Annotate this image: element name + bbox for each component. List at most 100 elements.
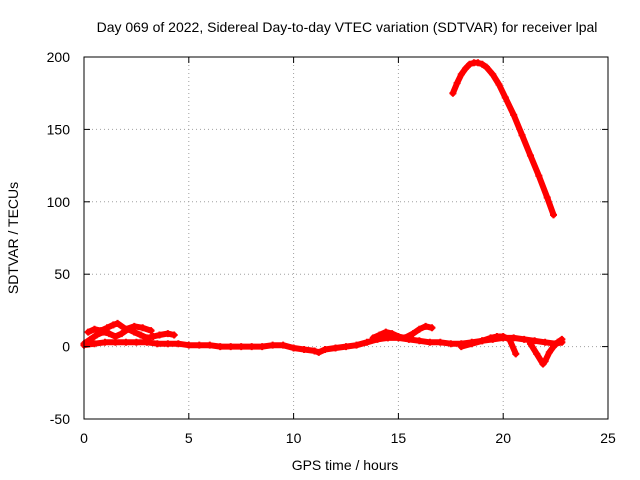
data-point [269, 341, 277, 349]
data-point [550, 343, 558, 351]
data-point [118, 330, 126, 338]
y-tick-label: -50 [50, 411, 70, 427]
data-point [550, 211, 558, 219]
data-point [101, 338, 109, 346]
y-tick-label: 100 [47, 194, 71, 210]
data-point [227, 343, 235, 351]
data-point [541, 338, 549, 346]
data-point [394, 332, 402, 340]
data-point [487, 334, 495, 342]
data-point [415, 337, 423, 345]
data-point [149, 332, 157, 340]
data-point [103, 324, 111, 332]
plot-frame [83, 56, 609, 420]
data-point [466, 60, 474, 68]
data-point [510, 111, 518, 119]
y-tick-label: 150 [47, 121, 71, 137]
data-point [164, 330, 172, 338]
data-point [422, 322, 430, 330]
x-axis-label: GPS time / hours [292, 457, 399, 473]
y-tick-label: 50 [54, 266, 70, 282]
data-point [447, 340, 455, 348]
data-point [143, 334, 151, 342]
data-point [155, 331, 163, 339]
data-series [369, 322, 436, 342]
data-point [453, 79, 461, 87]
x-tick-label: 0 [80, 430, 88, 446]
x-tick-label: 5 [185, 430, 193, 446]
data-point [554, 338, 562, 346]
data-point [342, 343, 350, 351]
data-point [311, 347, 319, 355]
data-point [426, 338, 434, 346]
data-point [501, 94, 509, 102]
y-tick-label: 200 [47, 49, 71, 65]
data-point [164, 340, 172, 348]
data-point [174, 340, 182, 348]
data-point [237, 343, 245, 351]
data-point [300, 345, 308, 353]
data-point [376, 331, 384, 339]
data-point [436, 338, 444, 346]
data-point [457, 343, 465, 351]
data-series [84, 319, 155, 336]
data-point [526, 340, 534, 348]
data-point [489, 70, 497, 78]
data-point [185, 341, 193, 349]
data-point [90, 340, 98, 348]
data-point [195, 341, 203, 349]
chart-title: Day 069 of 2022, Sidereal Day-to-day VTE… [97, 19, 598, 35]
y-axis-label: SDTVAR / TECUs [5, 182, 21, 294]
data-point [216, 343, 224, 351]
data-layer [80, 59, 566, 368]
data-point [543, 193, 551, 201]
data-point [541, 357, 549, 365]
data-point [518, 131, 526, 139]
data-point [332, 344, 340, 352]
data-point [457, 70, 465, 78]
data-point [206, 341, 214, 349]
data-series [457, 332, 520, 358]
data-point [409, 330, 417, 338]
data-point [139, 324, 147, 332]
data-point [495, 81, 503, 89]
x-tick-label: 10 [286, 430, 302, 446]
data-point [122, 325, 130, 333]
data-point [461, 65, 469, 73]
x-tick-label: 25 [600, 430, 616, 446]
data-point [369, 334, 377, 342]
data-point [111, 332, 119, 340]
data-point [132, 338, 140, 346]
x-tick-label: 15 [391, 430, 407, 446]
data-point [388, 330, 396, 338]
tick-layer: 0 5 10 15 20 25 -50 0 50 100 150 200 [47, 49, 616, 446]
data-point [130, 322, 138, 330]
data-point [363, 338, 371, 346]
data-point [90, 325, 98, 333]
data-point [505, 335, 513, 343]
data-point [86, 335, 94, 343]
data-series [449, 59, 558, 219]
data-point [258, 343, 266, 351]
data-series [526, 335, 566, 368]
data-point [382, 328, 390, 336]
data-point [170, 331, 178, 339]
data-point [248, 343, 256, 351]
data-point [321, 345, 329, 353]
data-point [545, 348, 553, 356]
x-tick-label: 20 [495, 430, 511, 446]
data-point [428, 324, 436, 332]
data-point [533, 350, 541, 358]
data-point [558, 335, 566, 343]
data-point [531, 337, 539, 345]
data-point [137, 331, 145, 339]
data-point [401, 334, 409, 342]
data-point [499, 332, 507, 340]
data-point [105, 330, 113, 338]
data-point [493, 332, 501, 340]
data-point [114, 319, 122, 327]
data-point [97, 327, 105, 335]
data-point [279, 341, 287, 349]
